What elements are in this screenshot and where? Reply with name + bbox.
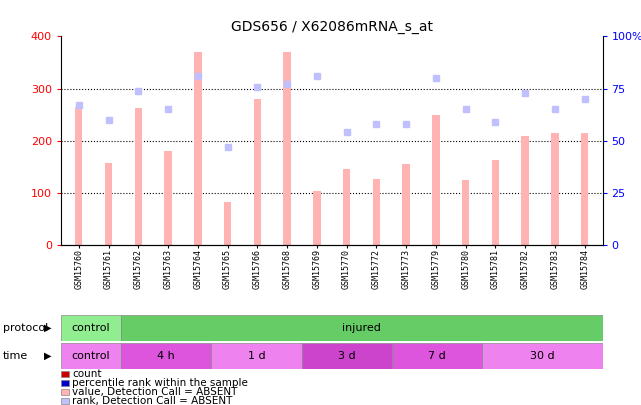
Text: rank, Detection Call = ABSENT: rank, Detection Call = ABSENT: [72, 396, 233, 405]
Bar: [135, 108, 142, 245]
Text: 3 d: 3 d: [338, 351, 356, 361]
Text: 7 d: 7 d: [428, 351, 446, 361]
Bar: [521, 136, 529, 245]
Bar: [61, 343, 121, 369]
Bar: [212, 343, 302, 369]
Text: percentile rank within the sample: percentile rank within the sample: [72, 378, 248, 388]
Title: GDS656 / X62086mRNA_s_at: GDS656 / X62086mRNA_s_at: [231, 20, 433, 34]
Bar: [551, 133, 559, 245]
Bar: [121, 343, 212, 369]
Bar: [313, 191, 320, 245]
Text: 30 d: 30 d: [530, 351, 554, 361]
Text: control: control: [72, 351, 110, 361]
Bar: [283, 52, 291, 245]
Text: protocol: protocol: [3, 323, 49, 333]
Bar: [581, 133, 588, 245]
Bar: [104, 163, 112, 245]
Text: ▶: ▶: [44, 323, 51, 333]
Bar: [372, 179, 380, 245]
Text: ▶: ▶: [44, 351, 51, 361]
Bar: [403, 164, 410, 245]
Text: 4 h: 4 h: [157, 351, 175, 361]
Text: value, Detection Call = ABSENT: value, Detection Call = ABSENT: [72, 387, 238, 397]
Text: injured: injured: [342, 323, 381, 333]
Bar: [254, 98, 261, 245]
Bar: [432, 115, 440, 245]
Text: count: count: [72, 369, 102, 379]
Bar: [302, 343, 392, 369]
Bar: [121, 315, 603, 341]
Bar: [492, 160, 499, 245]
Text: control: control: [72, 323, 110, 333]
Bar: [343, 169, 351, 245]
Bar: [194, 52, 201, 245]
Bar: [462, 180, 469, 245]
Bar: [75, 107, 83, 245]
Bar: [392, 343, 482, 369]
Text: 1 d: 1 d: [247, 351, 265, 361]
Bar: [482, 343, 603, 369]
Text: time: time: [3, 351, 28, 361]
Bar: [61, 315, 121, 341]
Bar: [224, 202, 231, 245]
Bar: [164, 151, 172, 245]
